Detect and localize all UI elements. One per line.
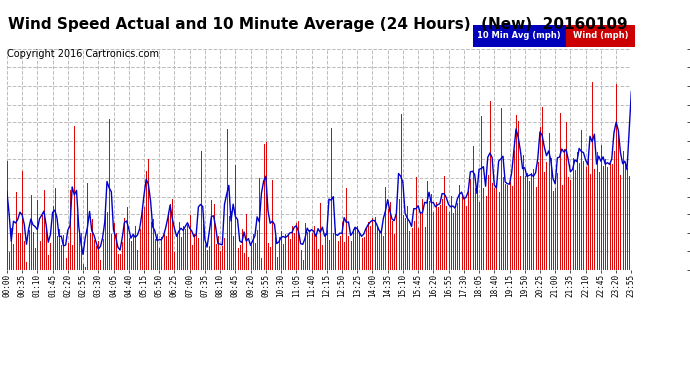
Text: Copyright 2016 Cartronics.com: Copyright 2016 Cartronics.com — [7, 49, 159, 59]
Text: 10 Min Avg (mph): 10 Min Avg (mph) — [477, 32, 561, 40]
Text: Wind (mph): Wind (mph) — [573, 32, 628, 40]
Text: Wind Speed Actual and 10 Minute Average (24 Hours)  (New)  20160109: Wind Speed Actual and 10 Minute Average … — [8, 17, 627, 32]
